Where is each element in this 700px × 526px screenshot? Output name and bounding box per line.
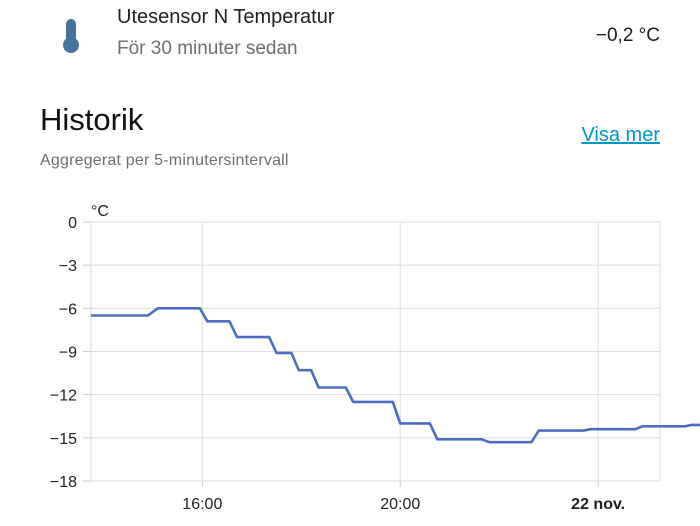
y-tick-label: −15: [50, 431, 77, 448]
temperature-series-line: [91, 307, 700, 444]
show-more-link[interactable]: Visa mer: [581, 124, 660, 146]
history-subtitle: Aggregerat per 5-minutersintervall: [40, 152, 289, 169]
y-tick-label: −18: [50, 474, 77, 491]
y-tick-label: −12: [50, 388, 77, 405]
y-axis-unit: °C: [91, 203, 109, 220]
entity-row[interactable]: Utesensor N Temperatur För 30 minuter se…: [0, 0, 700, 70]
y-tick-label: 0: [68, 215, 77, 232]
x-tick-label: 16:00: [182, 496, 222, 513]
entity-last-changed: För 30 minuter sedan: [117, 38, 298, 59]
y-axis-ticks: 0 −3 −6 −9 −12 −15 −18: [50, 215, 77, 491]
thermometer-icon: [63, 19, 79, 53]
y-tick-label: −6: [59, 301, 77, 318]
history-title: Historik: [40, 102, 144, 137]
y-tick-label: −9: [59, 345, 77, 362]
y-tick-label: −3: [59, 258, 77, 275]
chart-grid: [83, 221, 661, 487]
entity-state: −0,2 °C: [595, 25, 660, 46]
entity-name: Utesensor N Temperatur: [117, 6, 335, 28]
x-tick-label: 22 nov.: [571, 496, 625, 513]
x-tick-label: 20:00: [380, 496, 420, 513]
